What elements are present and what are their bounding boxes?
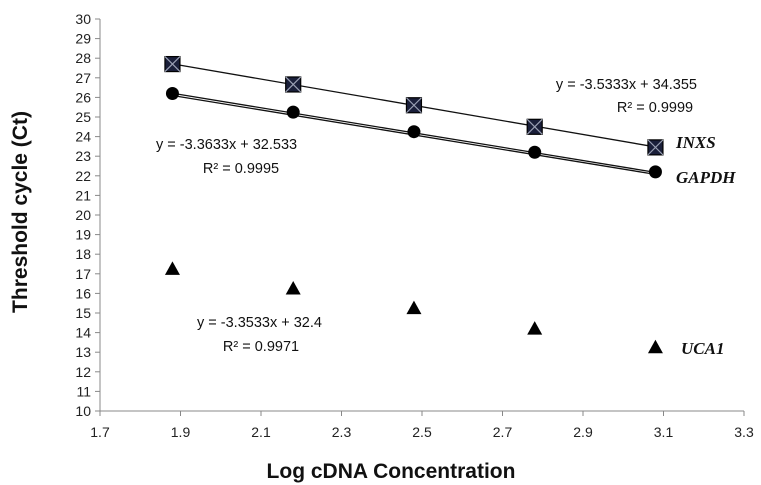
- r-squared-uca1: R² = 0.9971: [223, 339, 299, 355]
- marker-uca1: [285, 281, 301, 295]
- marker-inxs-cross-b: [285, 76, 302, 93]
- y-axis-title: Threshold cycle (Ct): [9, 111, 32, 313]
- y-tick-label: 19: [75, 227, 91, 243]
- x-tick-label: 2.5: [412, 424, 432, 440]
- marker-inxs: [405, 97, 423, 114]
- x-tick-label: 2.3: [332, 424, 352, 440]
- marker-gapdh: [286, 105, 300, 119]
- data-markers: [164, 55, 664, 354]
- x-tick-labels: 1.7 1.9 2.1 2.3 2.5 2.7 2.9 3.1 3.3: [90, 424, 754, 440]
- marker-gapdh: [165, 86, 179, 100]
- y-tick-label: 15: [75, 305, 91, 321]
- y-tick-label: 18: [75, 246, 91, 262]
- series-label-inxs: INXS: [675, 133, 716, 152]
- marker-inxs: [526, 118, 543, 135]
- marker-inxs-cross-b: [164, 56, 181, 73]
- marker-inxs: [285, 76, 302, 93]
- y-tick-label: 28: [75, 50, 91, 66]
- series-label-uca1: UCA1: [681, 339, 724, 358]
- y-tick-label: 21: [75, 187, 91, 203]
- x-tick-label: 1.9: [171, 424, 191, 440]
- x-tick-label: 2.1: [251, 424, 271, 440]
- y-tick-label: 24: [75, 129, 91, 145]
- equation-inxs: y = -3.5333x + 34.355: [556, 77, 697, 93]
- marker-inxs: [647, 139, 664, 156]
- y-tick-label: 30: [75, 11, 91, 27]
- x-tick-label: 3.3: [734, 424, 754, 440]
- y-tick-label: 11: [76, 383, 91, 399]
- axes: [95, 18, 745, 416]
- y-tick-label: 20: [75, 207, 91, 223]
- y-tick-label: 25: [75, 109, 91, 125]
- y-tick-label: 27: [75, 70, 91, 86]
- y-tick-label: 17: [75, 266, 91, 282]
- y-tick-label: 16: [75, 285, 91, 301]
- y-tick-label: 12: [75, 364, 91, 380]
- y-tick-labels: 10 11 12 13 14 15 16 17 18 19 20 21 22 23 24 25 26 27 28 29…: [75, 11, 91, 419]
- y-tick-label: 13: [75, 344, 91, 360]
- marker-inxs-cross-b: [406, 97, 422, 114]
- y-tick-label: 22: [75, 168, 91, 184]
- y-tick-label: 10: [75, 403, 91, 419]
- x-tick-label: 1.7: [90, 424, 110, 440]
- y-tick-label: 23: [75, 148, 91, 164]
- x-tick-label: 2.9: [573, 424, 593, 440]
- r-squared-inxs: R² = 0.9999: [617, 100, 693, 116]
- x-axis-title: Log cDNA Concentration: [267, 460, 516, 483]
- marker-uca1: [164, 261, 180, 275]
- marker-inxs: [164, 55, 181, 73]
- marker-uca1: [527, 321, 543, 335]
- equation-uca1: y = -3.3533x + 32.4: [197, 315, 322, 331]
- marker-inxs-cross-b: [526, 118, 543, 135]
- x-tick-label: 3.1: [654, 424, 674, 440]
- marker-inxs-cross-b: [647, 139, 664, 156]
- marker-gapdh: [407, 125, 421, 139]
- r-squared-gapdh: R² = 0.9995: [203, 161, 279, 177]
- marker-gapdh: [528, 145, 542, 159]
- y-tick-label: 14: [75, 325, 91, 341]
- marker-gapdh: [648, 165, 662, 179]
- marker-uca1: [406, 300, 422, 315]
- series-label-gapdh: GAPDH: [676, 168, 736, 187]
- x-tick-label: 2.7: [493, 424, 513, 440]
- y-tick-label: 29: [75, 31, 91, 47]
- marker-uca1: [647, 339, 663, 354]
- y-tick-label: 26: [75, 89, 91, 105]
- equation-gapdh: y = -3.3633x + 32.533: [156, 137, 297, 153]
